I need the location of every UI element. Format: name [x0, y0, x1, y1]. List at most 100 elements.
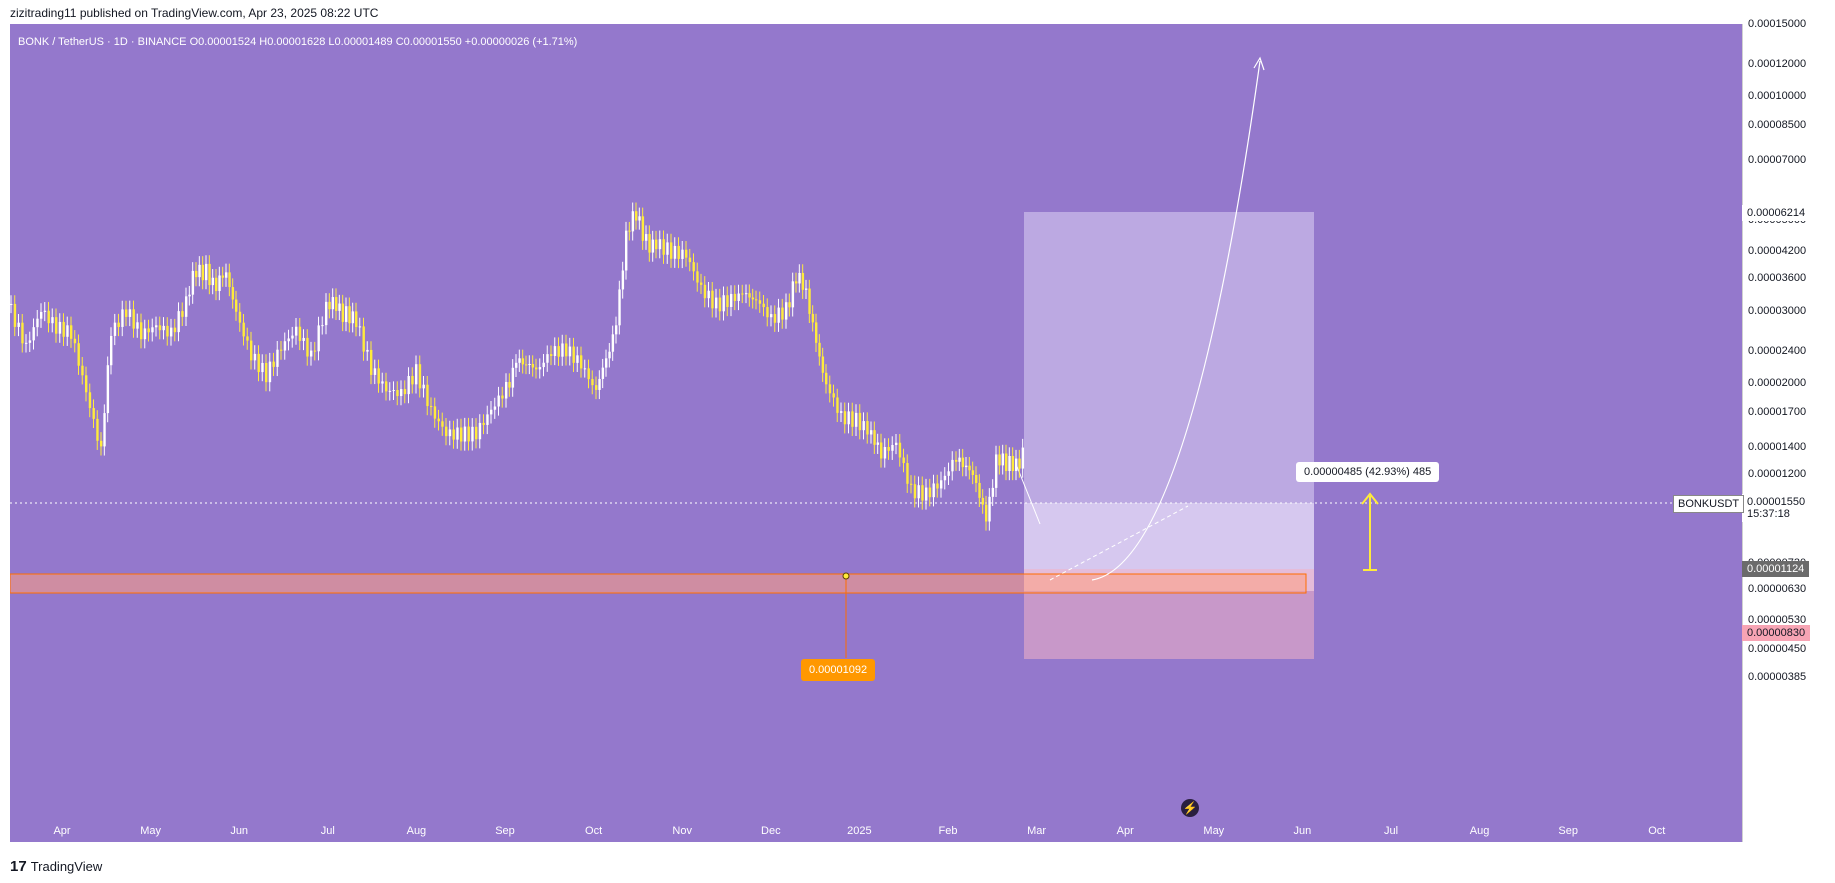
candle-body — [265, 362, 268, 383]
candle-body — [788, 302, 791, 308]
candle-body — [253, 353, 257, 361]
price-tag-target: 0.00006214 — [1742, 205, 1811, 221]
tradingview-logo-icon: 17 — [10, 858, 27, 875]
chart-svg[interactable] — [10, 24, 1742, 817]
time-tick-label: Dec — [761, 825, 781, 837]
candle-body — [658, 239, 662, 250]
candle-body — [373, 368, 377, 375]
candle-body — [62, 321, 65, 337]
candle-body — [741, 293, 744, 295]
candle-body — [638, 216, 641, 221]
candle-body — [985, 504, 988, 522]
footer-brand-text: TradingView — [30, 859, 103, 874]
price-tick-label: 0.00015000 — [1748, 18, 1807, 30]
candle-body — [958, 457, 961, 462]
candle-body — [995, 454, 998, 488]
candle-body — [1001, 453, 1005, 466]
candle-body — [902, 457, 905, 464]
time-tick-label: Aug — [406, 825, 427, 837]
candle-body — [162, 325, 165, 331]
candle-body — [471, 426, 474, 442]
candle-body — [696, 271, 699, 283]
candle-body — [666, 242, 669, 255]
candle-body — [100, 440, 103, 447]
candle-body — [121, 309, 124, 327]
candle-body — [437, 418, 440, 422]
candle-body — [287, 338, 290, 342]
candle-body — [947, 471, 950, 476]
candle-body — [345, 306, 348, 322]
candle-body — [711, 290, 714, 309]
candle-body — [81, 365, 84, 376]
candle-body — [521, 358, 525, 365]
candle-body — [858, 412, 862, 431]
candle-body — [1005, 453, 1008, 472]
candle-body — [565, 343, 568, 357]
published-by-text: zizitrading11 published on TradingView.c… — [10, 6, 379, 20]
price-tick-label: 0.00001400 — [1748, 440, 1807, 453]
candle-body — [758, 300, 762, 304]
candle-body — [482, 422, 485, 425]
candle-body — [887, 446, 890, 451]
time-axis[interactable]: Apr May Jun Jul Aug Sep Oct Nov Dec 2025 Feb Mar Apr… — [10, 817, 1742, 842]
time-tick-label: Apr — [1116, 825, 1134, 837]
candle-body — [128, 309, 132, 317]
candle-body — [978, 482, 981, 498]
candle-body — [898, 442, 902, 458]
candle-body — [615, 325, 618, 335]
candle-body — [811, 313, 815, 323]
time-tick-label: Sep — [1558, 825, 1578, 837]
candle-body — [673, 245, 677, 259]
candle-body — [400, 389, 403, 397]
candle-body — [198, 264, 201, 278]
candle-body — [257, 353, 260, 373]
time-tick-label: Aug — [1469, 825, 1490, 837]
candle-body — [362, 326, 365, 352]
candle-body — [891, 444, 894, 451]
time-tick-label: Mar — [1027, 825, 1047, 837]
candle-body — [92, 408, 95, 419]
candle-body — [777, 307, 780, 323]
candle-body — [648, 234, 651, 253]
candle-body — [873, 430, 876, 445]
candle-body — [550, 354, 553, 356]
candle-body — [181, 311, 184, 317]
candle-body — [1011, 456, 1015, 472]
candle-body — [832, 393, 835, 398]
candle-body — [501, 395, 504, 399]
candle-body — [173, 327, 177, 333]
candle-body — [906, 463, 909, 484]
flash-icon[interactable]: ⚡ — [1181, 799, 1199, 817]
candle-body — [718, 297, 722, 312]
price-tag-stop: 0.00000830 — [1742, 625, 1811, 641]
candle-body — [66, 325, 69, 337]
candle-body — [493, 406, 497, 410]
candle-body — [272, 361, 275, 367]
candle-body — [418, 364, 422, 389]
candle-body — [925, 487, 928, 501]
candle-body — [238, 311, 242, 323]
candle-body — [486, 414, 489, 425]
candle-body — [580, 355, 583, 369]
candle-body — [298, 326, 302, 341]
candle-body — [981, 497, 985, 505]
price-axis[interactable] — [1742, 24, 1825, 842]
candle-body — [51, 317, 54, 324]
candle-body — [621, 270, 625, 290]
candle-body — [103, 413, 106, 447]
candle-body — [608, 351, 611, 359]
candle-body — [433, 406, 437, 419]
candle-body — [445, 426, 448, 437]
candle-body — [276, 349, 279, 367]
chart-plot-area[interactable] — [10, 24, 1742, 817]
support-price-label: 0.00001092 — [801, 659, 876, 681]
candle-body — [531, 363, 535, 368]
price-tick-label: 0.00002000 — [1748, 377, 1807, 390]
candle-body — [388, 390, 392, 392]
candle-body — [158, 325, 162, 331]
candle-body — [561, 343, 564, 357]
candle-body — [166, 325, 169, 337]
candle-body — [228, 272, 231, 288]
candle-body — [895, 442, 898, 445]
footer-brand[interactable]: 17 TradingView — [10, 858, 102, 875]
